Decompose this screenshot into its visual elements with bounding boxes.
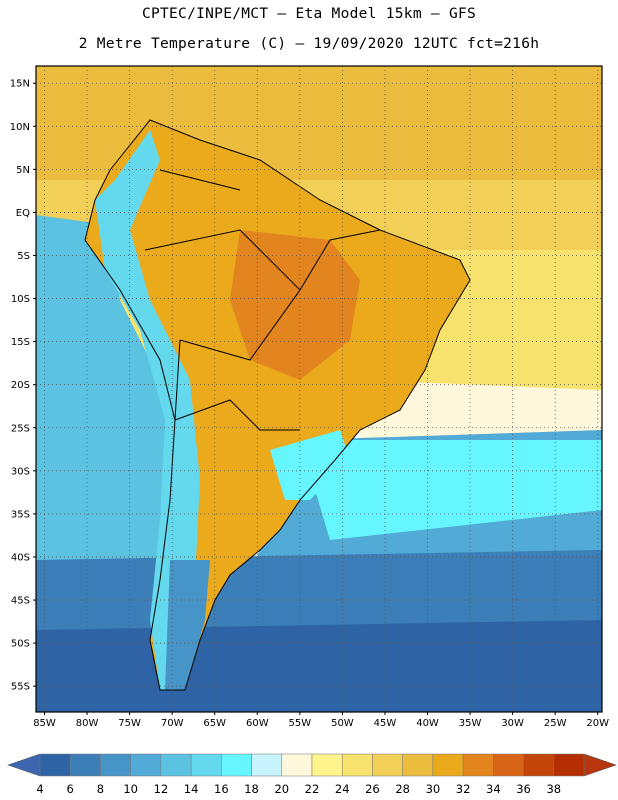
lat-tick-label: 55S bbox=[11, 682, 30, 693]
colorbar-label: 22 bbox=[305, 782, 320, 796]
colorbar-swatch bbox=[311, 753, 343, 777]
colorbar-label: 38 bbox=[546, 782, 561, 796]
colorbar-label: 30 bbox=[426, 782, 441, 796]
colorbar-swatch bbox=[372, 753, 403, 777]
map-frame bbox=[35, 65, 603, 713]
colorbar-swatch bbox=[493, 753, 524, 777]
andes-cool bbox=[95, 130, 200, 690]
colorbar-swatch bbox=[553, 753, 585, 777]
colorbar-swatch bbox=[100, 753, 131, 777]
colorbar-swatch bbox=[251, 753, 283, 777]
lat-tick-label: 45S bbox=[11, 596, 30, 607]
colorbar-swatch bbox=[130, 753, 162, 777]
colorbar-swatch bbox=[39, 753, 71, 777]
colorbar-label: 4 bbox=[36, 782, 43, 796]
south-brazil-cool bbox=[270, 430, 350, 500]
lat-tick-label: 10N bbox=[10, 122, 30, 133]
colorbar-label: 14 bbox=[184, 782, 199, 796]
latitude-labels: 15N 10N 5N EQ 5S 10S 15S 20S 25S 30S 35S 40S 45S 50S 5… bbox=[10, 79, 36, 693]
lat-tick-label: 5S bbox=[17, 251, 30, 262]
colorbar-label: 20 bbox=[274, 782, 289, 796]
colorbar-label: 24 bbox=[335, 782, 350, 796]
lon-tick-label: 35W bbox=[459, 718, 482, 729]
colorbar bbox=[7, 753, 617, 777]
lon-tick-label: 60W bbox=[246, 718, 269, 729]
lon-tick-label: 75W bbox=[118, 718, 141, 729]
lon-tick-label: 65W bbox=[203, 718, 226, 729]
lat-tick-label: 20S bbox=[11, 380, 30, 391]
lon-tick-label: 30W bbox=[501, 718, 524, 729]
colorbar-swatch bbox=[462, 753, 494, 777]
lat-tick-label: 5N bbox=[16, 165, 30, 176]
colorbar-label: 8 bbox=[97, 782, 104, 796]
lat-tick-label: 35S bbox=[11, 509, 30, 520]
lon-tick-label: 20W bbox=[586, 718, 609, 729]
lat-tick-label: 50S bbox=[11, 639, 30, 650]
colorbar-label: 32 bbox=[456, 782, 471, 796]
colorbar-label: 28 bbox=[395, 782, 410, 796]
lat-tick-label: 15N bbox=[10, 79, 30, 90]
colorbar-swatch bbox=[221, 753, 252, 777]
colorbar-label: 34 bbox=[486, 782, 501, 796]
colorbar-label: 16 bbox=[214, 782, 229, 796]
chart-title-line-1: CPTEC/INPE/MCT – Eta Model 15km – GFS bbox=[141, 6, 477, 22]
colorbar-low-arrow bbox=[7, 753, 41, 777]
colorbar-swatch bbox=[341, 753, 373, 777]
lon-tick-label: 50W bbox=[331, 718, 354, 729]
colorbar-swatch bbox=[432, 753, 464, 777]
colorbar-high-arrow bbox=[583, 753, 617, 777]
lat-tick-label: 30S bbox=[11, 466, 30, 477]
lat-tick-label: EQ bbox=[16, 208, 30, 219]
colorbar-swatch bbox=[402, 753, 434, 777]
lat-tick-label: 40S bbox=[11, 552, 30, 563]
lon-tick-label: 55W bbox=[289, 718, 312, 729]
colorbar-swatch bbox=[160, 753, 192, 777]
patagonia-cool bbox=[165, 560, 210, 690]
lat-tick-label: 25S bbox=[11, 423, 30, 434]
colorbar-swatch bbox=[281, 753, 313, 777]
lon-tick-label: 70W bbox=[161, 718, 184, 729]
colorbar-label: 10 bbox=[123, 782, 138, 796]
colorbar-swatch bbox=[69, 753, 101, 777]
lon-tick-label: 40W bbox=[416, 718, 439, 729]
chart-title-line-2: 2 Metre Temperature (C) – 19/09/2020 12U… bbox=[78, 36, 540, 52]
lon-tick-label: 25W bbox=[544, 718, 567, 729]
deep-south bbox=[36, 620, 602, 712]
colorbar-label: 18 bbox=[244, 782, 259, 796]
longitude-labels: 85W 80W 75W 70W 65W 60W 55W 50W 45W 40W 35W 30W 25W 2… bbox=[33, 712, 609, 729]
colorbar-label: 6 bbox=[67, 782, 74, 796]
colorbar-label: 26 bbox=[365, 782, 380, 796]
colorbar-label: 36 bbox=[516, 782, 531, 796]
lat-tick-label: 15S bbox=[11, 337, 30, 348]
lon-tick-label: 85W bbox=[33, 718, 56, 729]
lon-tick-label: 45W bbox=[374, 718, 397, 729]
colorbar-swatch bbox=[523, 753, 555, 777]
atlantic-cyan bbox=[300, 440, 602, 540]
lon-tick-label: 80W bbox=[76, 718, 99, 729]
colorbar-swatch bbox=[190, 753, 222, 777]
colorbar-labels: 4 6 8 10 12 14 16 18 20 22 24 26 28 30 32 34 36 38 bbox=[36, 782, 561, 796]
map-field bbox=[36, 66, 602, 712]
colorbar-label: 12 bbox=[154, 782, 169, 796]
lat-tick-label: 10S bbox=[11, 294, 30, 305]
